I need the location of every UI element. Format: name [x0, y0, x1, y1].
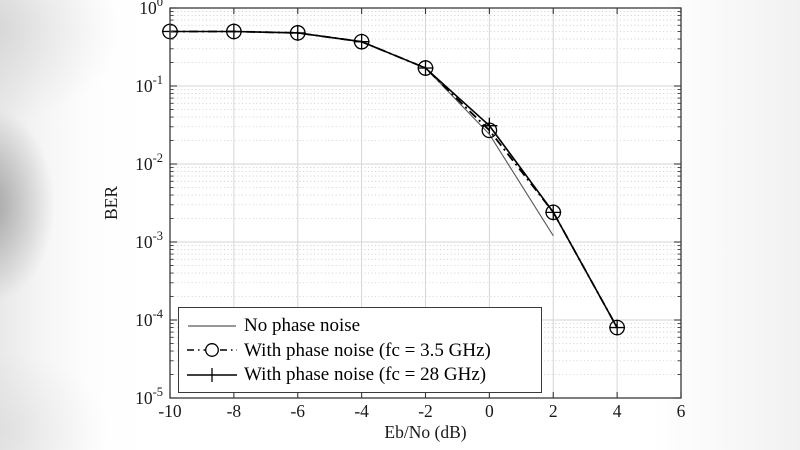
- y-tick-label: 10-4: [135, 307, 164, 330]
- y-tick-label: 100: [139, 0, 163, 18]
- y-tick-label: 10-1: [135, 73, 163, 96]
- axis-ticks: [169, 7, 682, 399]
- x-tick-label: 0: [485, 401, 494, 421]
- legend-line-solid-gray-icon: [188, 324, 236, 327]
- y-axis-title: BER: [101, 186, 121, 220]
- legend-label-fc-28-ghz: With phase noise (fc = 28 GHz): [244, 364, 487, 385]
- legend-entry-fc-28-ghz: With phase noise (fc = 28 GHz): [185, 365, 535, 385]
- legend-entry-no-phase-noise: No phase noise: [185, 316, 535, 336]
- legend-label-fc-3-5-ghz: With phase noise (fc = 3.5 GHz): [244, 339, 491, 361]
- legend-line-solid-plus-icon: [187, 367, 237, 382]
- x-tick-label: -10: [158, 401, 182, 421]
- x-tick-label: 4: [613, 401, 622, 421]
- x-tick-label: -4: [354, 401, 369, 421]
- legend-box: No phase noise With phase noise (fc = 3.…: [178, 307, 542, 393]
- x-tick-label: -2: [418, 401, 433, 421]
- y-tick-label: 10-3: [135, 229, 163, 252]
- x-tick-label: -6: [290, 401, 305, 421]
- x-tick-label: -8: [227, 401, 242, 421]
- x-tick-label: 6: [677, 401, 686, 421]
- legend-label-no-phase-noise: No phase noise: [244, 315, 361, 336]
- series-line-2: [170, 30, 618, 328]
- x-tick-label: 2: [549, 401, 558, 421]
- y-tick-label: 10-2: [135, 151, 163, 174]
- legend-line-dashdot-circle-icon: [187, 343, 237, 357]
- x-axis-title: Eb/No (dB): [384, 422, 466, 442]
- legend-entry-fc-3-5-ghz: With phase noise (fc = 3.5 GHz): [185, 340, 535, 360]
